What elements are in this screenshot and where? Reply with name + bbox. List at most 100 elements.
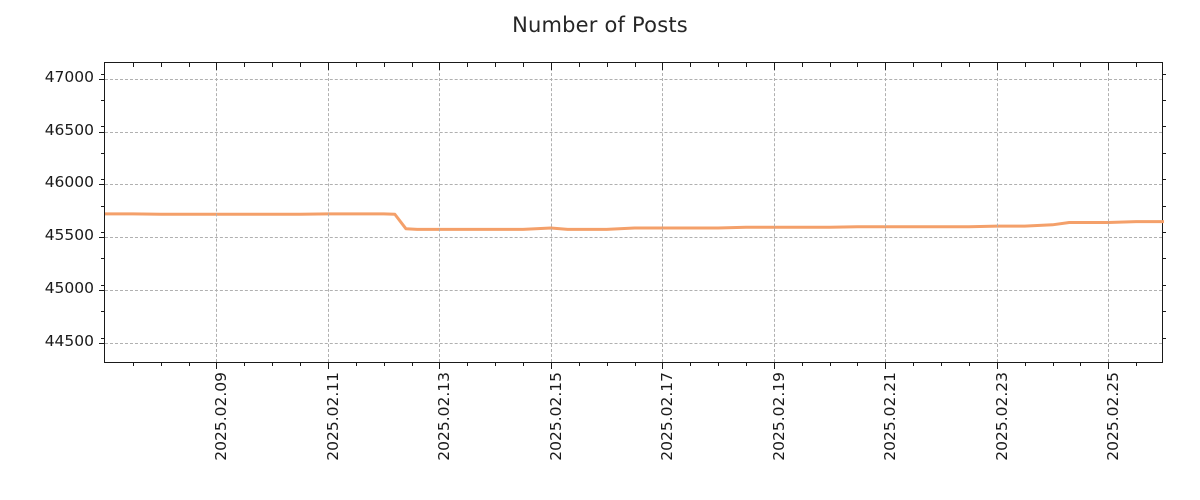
x-axis-minor-tick	[1136, 63, 1138, 67]
x-axis-minor-tick	[523, 63, 525, 67]
x-axis-minor-tick	[968, 63, 970, 67]
y-axis-tick	[99, 290, 105, 292]
y-axis-minor-tick	[101, 284, 105, 286]
y-axis-minor-tick	[101, 179, 105, 181]
series-line-number-of-posts	[105, 212, 1164, 231]
x-axis-minor-tick	[801, 63, 803, 67]
x-axis-minor-tick	[188, 63, 190, 67]
y-axis-label: 46000	[44, 173, 94, 192]
x-axis-tick	[550, 362, 552, 369]
y-axis-tick	[99, 78, 105, 80]
x-axis-minor-tick	[411, 362, 413, 366]
y-axis-minor-tick	[101, 258, 105, 260]
x-axis-minor-tick	[272, 63, 274, 67]
x-axis-minor-tick	[606, 63, 608, 67]
y-axis-minor-tick	[101, 337, 105, 339]
x-axis-label: 2025.02.19	[769, 372, 788, 461]
x-axis-minor-tick	[495, 362, 497, 366]
x-axis-tick	[1108, 362, 1110, 369]
x-axis-tick	[773, 63, 775, 70]
x-axis-minor-tick	[1024, 63, 1026, 67]
x-axis-tick	[662, 63, 664, 70]
y-axis-minor-tick	[1162, 73, 1166, 75]
x-axis-minor-tick	[1080, 362, 1082, 366]
x-axis-minor-tick	[355, 362, 357, 366]
x-axis-minor-tick	[523, 362, 525, 366]
x-axis-minor-tick	[355, 63, 357, 67]
x-axis-label: 2025.02.17	[658, 372, 677, 461]
x-axis-minor-tick	[300, 63, 302, 67]
y-axis-minor-tick	[1162, 205, 1166, 207]
x-axis-tick	[773, 362, 775, 369]
x-axis-tick	[550, 63, 552, 70]
x-axis-minor-tick	[160, 63, 162, 67]
x-axis-minor-tick	[467, 362, 469, 366]
y-axis-minor-tick	[1162, 284, 1166, 286]
x-axis-minor-tick	[160, 362, 162, 366]
x-axis-minor-tick	[132, 63, 134, 67]
x-axis-minor-tick	[634, 63, 636, 67]
x-axis-tick	[439, 362, 441, 369]
plot-area	[99, 62, 1166, 369]
x-axis-minor-tick	[913, 63, 915, 67]
y-axis-tick	[99, 237, 105, 239]
x-axis-minor-tick	[968, 362, 970, 366]
x-axis-tick	[885, 362, 887, 369]
x-axis-minor-tick	[745, 362, 747, 366]
x-axis-minor-tick	[941, 63, 943, 67]
x-axis-minor-tick	[857, 63, 859, 67]
x-axis-tick	[885, 63, 887, 70]
y-axis-minor-tick	[101, 99, 105, 101]
y-axis-label: 44500	[44, 331, 94, 350]
x-axis-label: 2025.02.11	[323, 372, 342, 461]
x-axis-minor-tick	[578, 63, 580, 67]
x-axis-minor-tick	[495, 63, 497, 67]
x-axis-minor-tick	[383, 362, 385, 366]
x-axis-label: 2025.02.13	[435, 372, 454, 461]
x-axis-minor-tick	[1052, 63, 1054, 67]
x-axis-tick	[216, 63, 218, 70]
x-axis-minor-tick	[383, 63, 385, 67]
x-axis-minor-tick	[1052, 362, 1054, 366]
y-axis-label: 47000	[44, 67, 94, 86]
x-axis-minor-tick	[829, 63, 831, 67]
y-axis-minor-tick	[1162, 311, 1166, 313]
y-axis-minor-tick	[101, 152, 105, 154]
x-axis-label: 2025.02.09	[212, 372, 231, 461]
y-axis-minor-tick	[1162, 337, 1166, 339]
x-axis-minor-tick	[188, 362, 190, 366]
x-axis-minor-tick	[272, 362, 274, 366]
x-axis-minor-tick	[718, 362, 720, 366]
page-title: Number of Posts	[512, 13, 688, 37]
y-axis-label: 45000	[44, 279, 94, 298]
x-axis-minor-tick	[718, 63, 720, 67]
x-axis-minor-tick	[578, 362, 580, 366]
y-axis-label: 46500	[44, 120, 94, 139]
y-axis-minor-tick	[1162, 126, 1166, 128]
x-axis-minor-tick	[606, 362, 608, 366]
x-axis-minor-tick	[690, 362, 692, 366]
x-axis-tick	[327, 362, 329, 369]
x-axis-minor-tick	[857, 362, 859, 366]
y-axis-minor-tick	[1162, 258, 1166, 260]
x-axis-tick	[327, 63, 329, 70]
x-axis-tick	[996, 362, 998, 369]
x-axis-minor-tick	[634, 362, 636, 366]
x-axis-labels: 2025.02.09 2025.02.11 2025.02.13 2025.02.15…	[104, 372, 1163, 492]
x-axis-minor-tick	[829, 362, 831, 366]
y-axis-minor-tick	[1162, 99, 1166, 101]
y-axis-minor-tick	[101, 126, 105, 128]
y-axis-minor-tick	[101, 231, 105, 233]
x-axis-minor-tick	[244, 63, 246, 67]
x-axis-minor-tick	[300, 362, 302, 366]
y-axis-minor-tick	[1162, 179, 1166, 181]
y-axis-tick	[99, 342, 105, 344]
x-axis-minor-tick	[1080, 63, 1082, 67]
x-axis-tick	[216, 362, 218, 369]
x-axis-minor-tick	[745, 63, 747, 67]
x-axis-label: 2025.02.15	[546, 372, 565, 461]
x-axis-minor-tick	[132, 362, 134, 366]
y-axis-tick	[99, 131, 105, 133]
x-axis-minor-tick	[467, 63, 469, 67]
